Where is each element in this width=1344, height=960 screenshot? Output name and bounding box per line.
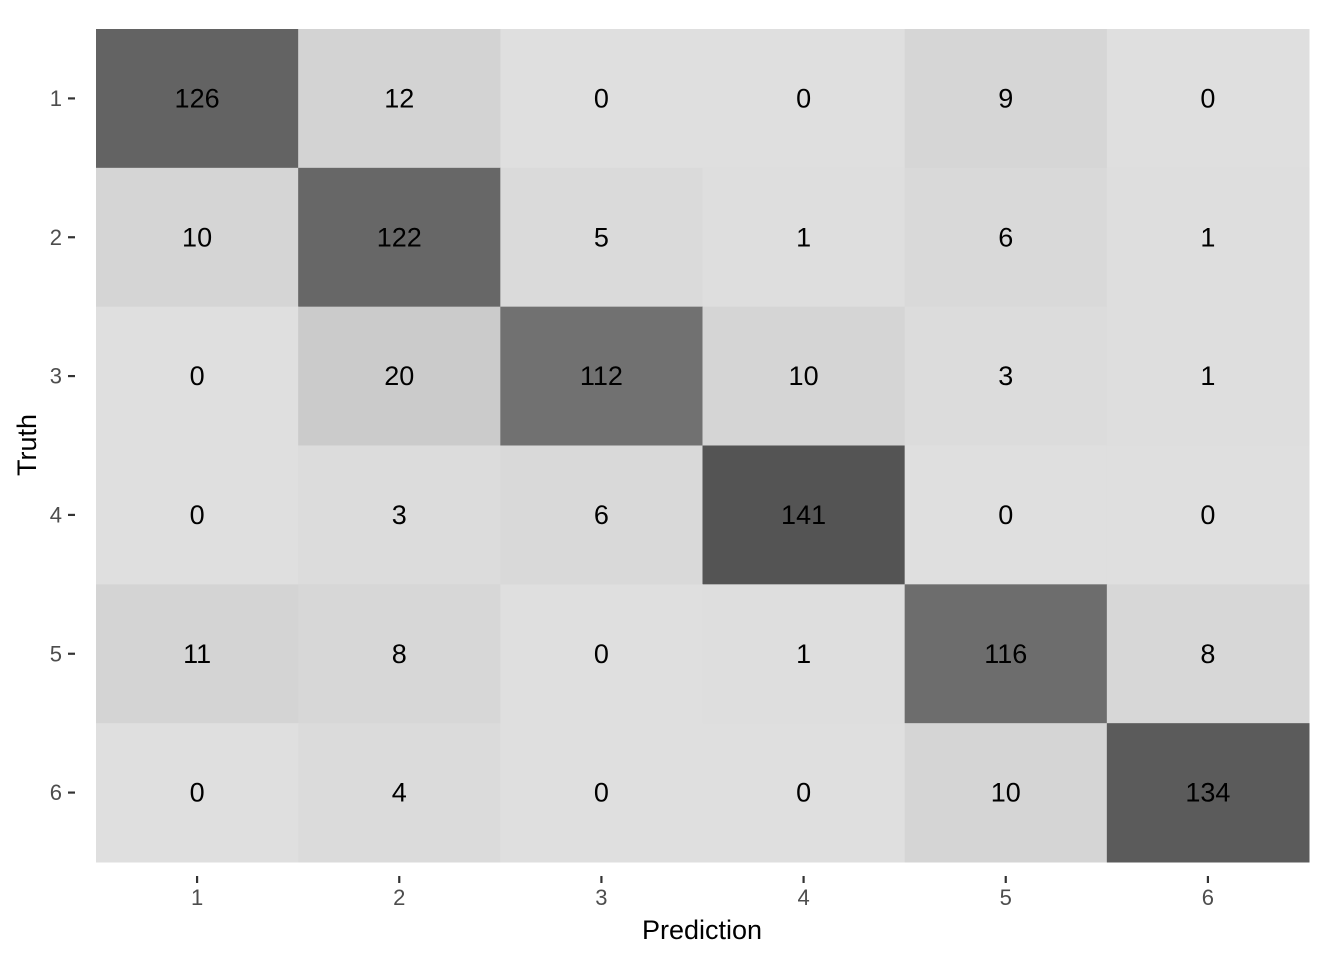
- heatmap-cell: [702, 29, 906, 169]
- cell-value-label: 0: [594, 639, 609, 669]
- cell-value-label: 5: [594, 222, 609, 252]
- heatmap-cell: [904, 167, 1108, 308]
- heatmap-cell: [702, 723, 906, 863]
- cell-value-label: 0: [796, 83, 811, 113]
- heatmap-cell: [1106, 445, 1310, 585]
- heatmap-cell: [500, 306, 703, 446]
- heatmap-cell: [298, 723, 501, 863]
- cell-value-label: 6: [998, 222, 1013, 252]
- x-tick-label: 5: [1000, 885, 1012, 910]
- cell-value-label: 3: [392, 500, 407, 530]
- y-tick-label: 1: [50, 86, 62, 111]
- heatmap-cell: [1106, 584, 1310, 724]
- cell-value-label: 9: [998, 83, 1013, 113]
- heatmap-cell: [500, 723, 703, 863]
- heatmap-cell: [500, 445, 703, 585]
- heatmap-cell: [96, 584, 299, 724]
- heatmap-cell: [500, 167, 703, 308]
- heatmap-cell: [1106, 306, 1310, 446]
- cell-value-label: 20: [384, 361, 414, 391]
- cell-value-label: 0: [1200, 500, 1215, 530]
- cell-value-label: 0: [190, 500, 205, 530]
- cell-value-label: 126: [175, 83, 220, 113]
- x-tick-label: 6: [1202, 885, 1214, 910]
- heatmap-cell: [702, 584, 906, 724]
- cell-value-label: 116: [984, 639, 1027, 669]
- cell-value-label: 0: [190, 361, 205, 391]
- heatmap-cell: [702, 306, 906, 446]
- cell-value-label: 10: [182, 222, 212, 252]
- cell-value-label: 0: [998, 500, 1013, 530]
- cell-value-label: 11: [183, 639, 211, 669]
- heatmap-cell: [904, 445, 1108, 585]
- y-axis-ticks: 1 2 3 4 5 6: [50, 86, 75, 805]
- cell-value-label: 141: [781, 500, 826, 530]
- x-axis-title: Prediction: [642, 915, 762, 945]
- heatmap-cell: [298, 445, 501, 585]
- heatmap-cell: [702, 167, 906, 308]
- cell-value-label: 6: [594, 500, 609, 530]
- x-tick-label: 3: [595, 885, 607, 910]
- y-tick-label: 3: [50, 364, 62, 389]
- heatmap-cell: [904, 29, 1108, 169]
- cell-value-label: 0: [796, 778, 811, 808]
- heatmap-cell-labels: 126 12 0 0 9 010 122 5 1 6 10 20 112 10 3 10 3 6 141 0 011 8 0…: [175, 83, 1231, 807]
- cell-value-label: 1: [1200, 361, 1215, 391]
- cell-value-label: 4: [392, 778, 407, 808]
- heatmap-cell: [298, 167, 501, 308]
- cell-value-label: 3: [998, 361, 1013, 391]
- heatmap-cell: [96, 29, 299, 169]
- heatmap-cell: [904, 306, 1108, 446]
- y-tick-label: 2: [50, 225, 62, 250]
- cell-value-label: 0: [1200, 83, 1215, 113]
- x-tick-label: 2: [393, 885, 405, 910]
- cell-value-label: 10: [789, 361, 819, 391]
- heatmap-cell: [1106, 167, 1310, 308]
- heatmap-cell: [904, 723, 1108, 863]
- heatmap-cell: [702, 445, 906, 585]
- heatmap-cell: [96, 306, 299, 446]
- cell-value-label: 10: [991, 778, 1021, 808]
- y-tick-label: 4: [50, 502, 62, 527]
- heatmap-cell: [904, 584, 1108, 724]
- cell-value-label: 1: [1200, 222, 1215, 252]
- heatmap-cell: [1106, 29, 1310, 169]
- cell-value-label: 12: [384, 83, 414, 113]
- cell-value-label: 122: [377, 222, 422, 252]
- heatmap-cell: [500, 584, 703, 724]
- heatmap-cells: [96, 29, 1310, 863]
- heatmap-cell: [298, 29, 501, 169]
- heatmap-cell: [298, 584, 501, 724]
- cell-value-label: 0: [594, 83, 609, 113]
- x-tick-label: 4: [797, 885, 809, 910]
- heatmap-cell: [96, 445, 299, 585]
- heatmap-cell: [298, 306, 501, 446]
- heatmap-cell: [500, 29, 703, 169]
- cell-value-label: 0: [190, 778, 205, 808]
- cell-value-label: 8: [1200, 639, 1215, 669]
- cell-value-label: 112: [580, 361, 623, 391]
- cell-value-label: 1: [796, 222, 811, 252]
- cell-value-label: 134: [1185, 778, 1230, 808]
- y-axis-title: Truth: [12, 414, 42, 476]
- cell-value-label: 0: [594, 778, 609, 808]
- x-tick-label: 1: [191, 885, 203, 910]
- x-axis-ticks: 1 2 3 4 5 6: [191, 876, 1214, 910]
- cell-value-label: 1: [796, 639, 811, 669]
- heatmap-cell: [1106, 723, 1310, 863]
- y-tick-label: 5: [50, 641, 62, 666]
- cell-value-label: 8: [392, 639, 407, 669]
- heatmap-cell: [96, 167, 299, 308]
- y-tick-label: 6: [50, 780, 62, 805]
- heatmap-cell: [96, 723, 299, 863]
